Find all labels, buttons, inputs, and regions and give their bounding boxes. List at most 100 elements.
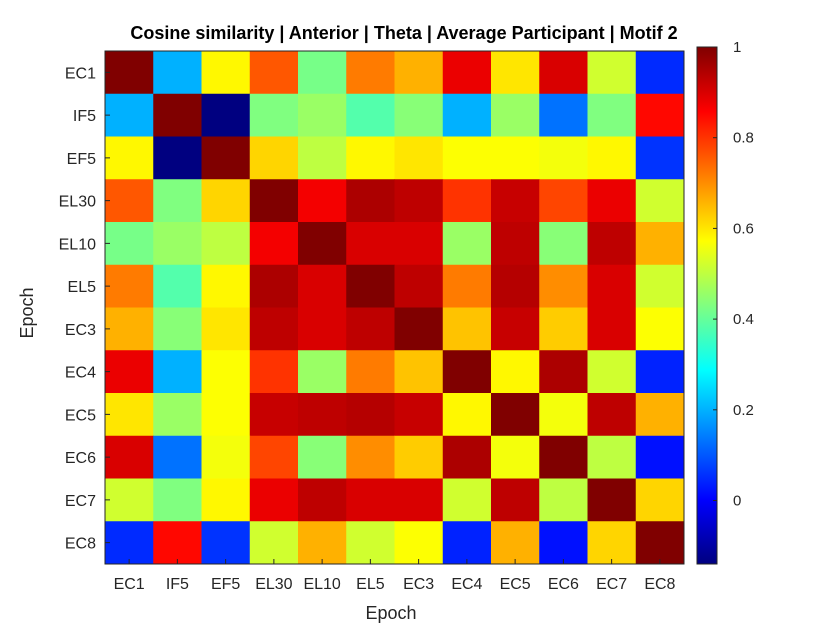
heatmap-cell — [491, 93, 540, 137]
heatmap-cell — [201, 435, 251, 479]
heatmap-cell — [298, 136, 347, 180]
heatmap-cell — [346, 478, 395, 522]
heatmap-cell — [635, 521, 685, 565]
heatmap-cell — [298, 307, 347, 351]
heatmap-cell — [201, 222, 251, 266]
heatmap-cell — [635, 51, 685, 95]
heatmap-cell — [298, 264, 347, 308]
heatmap-cell — [249, 136, 299, 180]
heatmap-cell — [442, 222, 492, 266]
heatmap-cell — [539, 136, 588, 180]
heatmap-cell — [394, 93, 444, 137]
heatmap-cell — [105, 222, 154, 266]
y-axis-ticks: EC1 IF5 EF5 EL30 EL10 EL5 EC3 EC4 EC5 EC6 EC7 EC8 — [59, 65, 110, 553]
heatmap-cell — [587, 51, 637, 95]
heatmap-cell — [442, 435, 492, 479]
heatmap-cell — [201, 51, 251, 95]
heatmap-cell — [394, 350, 444, 394]
heatmap-cell — [491, 179, 540, 223]
heatmap-cell — [491, 521, 540, 565]
heatmap-cell — [249, 478, 299, 522]
heatmap-cell — [491, 136, 540, 180]
heatmap-cell — [635, 393, 685, 437]
heatmap-cell — [539, 307, 588, 351]
heatmap-cell — [249, 179, 299, 223]
heatmap-cell — [346, 51, 395, 95]
heatmap-cell — [635, 222, 685, 266]
heatmap-cell — [539, 393, 588, 437]
heatmap-cell — [201, 521, 251, 565]
heatmap-cell — [635, 478, 685, 522]
heatmap-cell — [346, 393, 395, 437]
heatmap-cell — [539, 179, 588, 223]
heatmap-cell — [298, 478, 347, 522]
heatmap-cell — [491, 478, 540, 522]
heatmap-cell — [539, 350, 588, 394]
heatmap-cell — [491, 435, 540, 479]
x-tick-label: EC7 — [596, 576, 627, 593]
x-tick-label: EC4 — [451, 576, 482, 593]
heatmap-cell — [298, 222, 347, 266]
y-axis-label: Epoch — [17, 287, 37, 338]
heatmap-cell — [298, 521, 347, 565]
heatmap-cell — [587, 264, 637, 308]
x-tick-label: EL10 — [303, 576, 340, 593]
heatmap-cell — [105, 93, 154, 137]
heatmap-cell — [442, 136, 492, 180]
heatmap-cell — [346, 93, 395, 137]
heatmap-cell — [394, 521, 444, 565]
heatmap-cell — [491, 307, 540, 351]
x-tick-label: EC6 — [548, 576, 579, 593]
heatmap-cell — [635, 179, 685, 223]
heatmap-cell — [105, 179, 154, 223]
heatmap-cell — [587, 93, 637, 137]
heatmap-cell — [153, 136, 202, 180]
x-tick-label: EF5 — [211, 576, 240, 593]
heatmap-cell — [539, 521, 588, 565]
heatmap-cell — [394, 136, 444, 180]
heatmap-cell — [201, 136, 251, 180]
heatmap-cell — [298, 435, 347, 479]
heatmap-cell — [201, 350, 251, 394]
heatmap-cell — [394, 179, 444, 223]
heatmap-cell — [298, 51, 347, 95]
heatmap-cell — [442, 51, 492, 95]
heatmap-cell — [539, 435, 588, 479]
heatmap-cell — [201, 264, 251, 308]
heatmap-cell — [635, 350, 685, 394]
heatmap-cell — [635, 93, 685, 137]
x-axis-ticks: EC1 IF5 EF5 EL30 EL10 EL5 EC3 EC4 EC5 EC6 EC7 EC8 — [114, 559, 676, 593]
heatmap-cell — [346, 521, 395, 565]
heatmap-cell — [587, 478, 637, 522]
heatmap-cell — [587, 222, 637, 266]
y-tick-label: EC7 — [65, 493, 96, 510]
heatmap-cell — [249, 264, 299, 308]
heatmap-cell — [491, 393, 540, 437]
heatmap-cell — [153, 93, 202, 137]
x-tick-label: EL30 — [255, 576, 292, 593]
y-tick-label: EC8 — [65, 536, 96, 553]
y-tick-label: EL10 — [59, 236, 96, 253]
heatmap-cell — [153, 478, 202, 522]
heatmap-cell — [442, 179, 492, 223]
x-tick-label: EC5 — [500, 576, 531, 593]
plot-frame — [104, 50, 685, 565]
x-axis-label: Epoch — [365, 603, 416, 623]
heatmap-cell — [105, 521, 154, 565]
heatmap-cell — [105, 393, 154, 437]
heatmap-cell — [587, 435, 637, 479]
heatmap-cell — [153, 521, 202, 565]
heatmap-cell — [394, 222, 444, 266]
heatmap-cell — [346, 222, 395, 266]
heatmap-cell — [346, 350, 395, 394]
x-tick-label: EC1 — [114, 576, 145, 593]
y-tick-label: EC4 — [65, 365, 96, 382]
heatmap-cell — [539, 222, 588, 266]
heatmap-cell — [249, 521, 299, 565]
heatmap-cell — [153, 222, 202, 266]
colorbar — [696, 46, 718, 565]
heatmap-cell — [346, 264, 395, 308]
heatmap-cell — [635, 264, 685, 308]
heatmap-cell — [346, 136, 395, 180]
heatmap-cell — [491, 51, 540, 95]
